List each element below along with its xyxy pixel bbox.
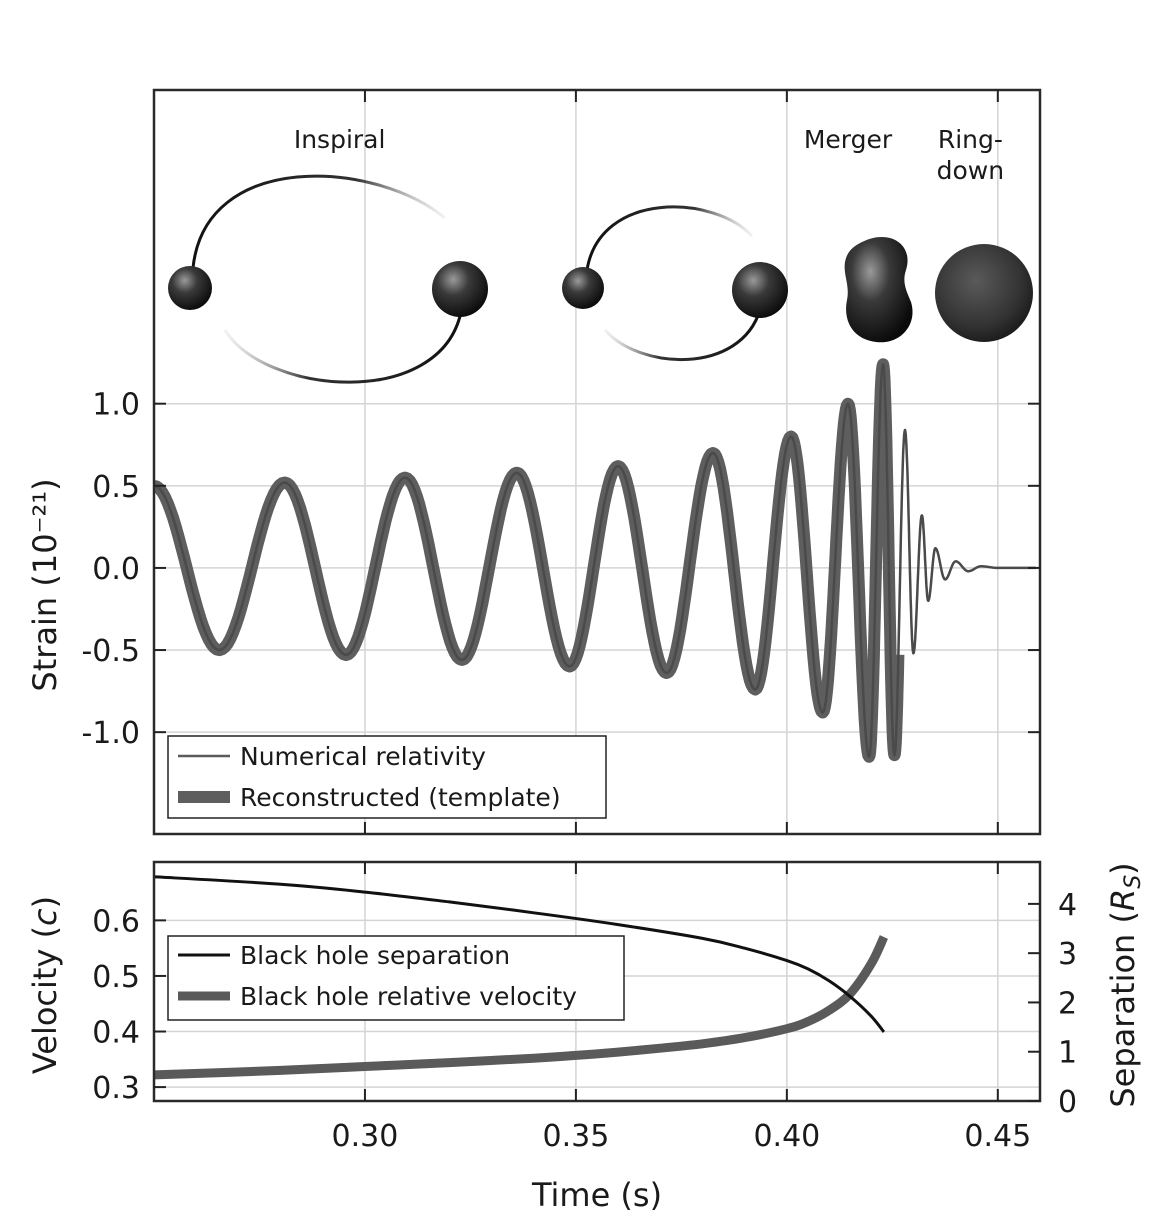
orbit-arc-upper [191,174,446,269]
ringdown-illustration [935,244,1033,342]
series-relative-velocity [154,935,889,1080]
velocity-panel: 0.6 0.5 0.4 0.3 4 3 2 1 0 0.30 0.35 0.40 0.45 Veloci… [26,860,1146,1214]
left-y-tick-label-2: 0.4 [92,1016,140,1051]
x-axis-label: Time (s) [531,1176,662,1214]
strain-y-axis-label: Strain (10⁻²¹) [26,478,64,691]
right-y-tick-label-4: 0 [1058,1085,1077,1120]
left-y-tick-label-0: 0.6 [92,904,140,939]
right-y-tick-label-3: 1 [1058,1036,1077,1071]
final-black-hole [935,244,1033,342]
right-y-tick-label-2: 2 [1058,986,1077,1021]
strain-y-ticks: 1.0 0.5 0.0 -0.5 -1.0 [81,90,1040,834]
merger-illustration [844,236,913,343]
inspiral-illustration-1 [168,174,488,384]
velocity-ticks: 0.6 0.5 0.4 0.3 4 3 2 1 0 0.30 0.35 0.40 0.45 [92,862,1077,1154]
orbit-arc-lower [223,311,463,384]
orbit-arc-lower [603,309,762,362]
x-tick-label-3: 0.45 [964,1119,1031,1154]
strain-legend: Numerical relativity Reconstructed (temp… [167,735,607,819]
phase-label-down: down [937,156,1004,185]
black-hole-large [432,261,488,317]
series-numerical-relativity [154,363,1036,759]
strain-plot-frame [152,88,1042,836]
strain-legend-box [167,735,607,819]
strain-grid [154,90,1040,834]
x-tick-label-2: 0.40 [753,1119,820,1154]
x-tick-label-0: 0.30 [332,1119,399,1154]
phase-label-inspiral: Inspiral [294,125,386,154]
black-hole-small [562,267,604,309]
phase-label-merger: Merger [804,125,893,154]
black-hole-small [168,266,212,310]
velocity-plot-frame [152,860,1042,1103]
series-separation [154,875,886,1033]
orbit-arc-upper [585,205,754,271]
separation-y-axis-label: Separation (RS) [1104,862,1146,1107]
strain-panel: Inspiral Merger Ring- down 1.0 0.5 0.0 -0.5… [26,88,1042,836]
legend-label-reconstructed: Reconstructed (template) [240,783,561,812]
velocity-legend: Black hole separation Black hole relativ… [167,935,625,1021]
legend-label-velocity: Black hole relative velocity [240,982,577,1011]
inspiral-illustration-2 [562,205,788,362]
y-tick-label-4: -1.0 [81,716,140,751]
y-tick-label-2: 0.0 [92,552,140,587]
left-y-tick-label-3: 0.3 [92,1071,140,1106]
phase-label-ring: Ring- [938,125,1003,154]
x-tick-label-1: 0.35 [543,1119,610,1154]
legend-label-numerical-relativity: Numerical relativity [240,742,486,771]
y-tick-label-3: -0.5 [81,634,140,669]
right-y-tick-label-0: 4 [1058,888,1077,923]
y-tick-label-0: 1.0 [92,388,140,423]
black-hole-large [732,262,788,318]
velocity-legend-box [167,935,625,1021]
velocity-y-axis-label: Velocity (c) [26,896,64,1074]
right-y-tick-label-1: 3 [1058,937,1077,972]
y-tick-label-1: 0.5 [92,470,140,505]
legend-label-separation: Black hole separation [240,941,510,970]
left-y-tick-label-1: 0.5 [92,960,140,995]
merging-black-hole [844,236,913,343]
